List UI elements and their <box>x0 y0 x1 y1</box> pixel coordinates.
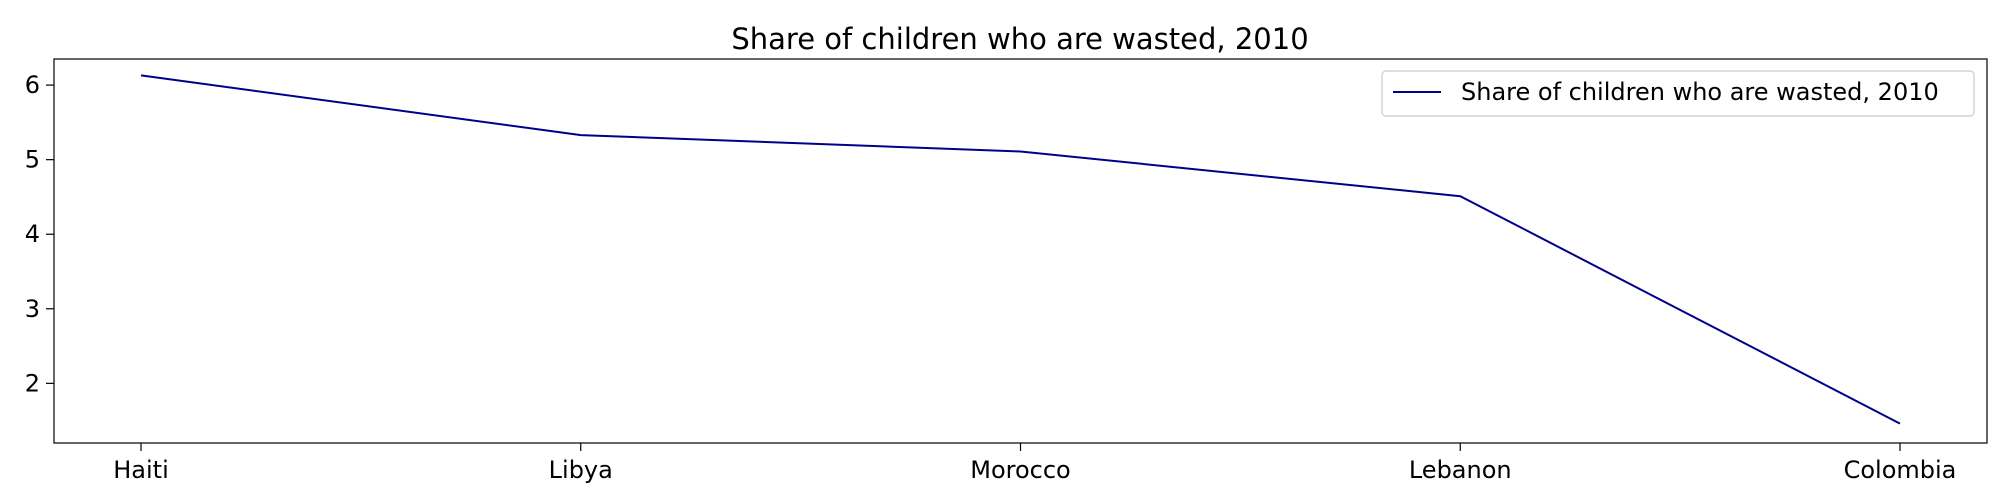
y-tick-label: 5 <box>25 146 40 174</box>
x-tick-label: Morocco <box>970 456 1071 484</box>
y-tick-label: 2 <box>25 369 40 397</box>
legend-label-series-0: Share of children who are wasted, 2010 <box>1461 78 1939 106</box>
x-tick-label: Lebanon <box>1409 456 1512 484</box>
x-tick-label: Libya <box>549 456 613 484</box>
series-layer <box>140 74 1901 425</box>
legend: Share of children who are wasted, 2010 <box>1381 70 1975 117</box>
y-tick-label: 4 <box>25 220 40 248</box>
x-tick-label: Haiti <box>113 456 169 484</box>
legend-box <box>1381 70 1975 117</box>
y-tick-label: 3 <box>25 295 40 323</box>
y-axis: 2 3 4 5 6 <box>25 71 54 397</box>
series-line-0 <box>140 74 1901 425</box>
chart-title: Share of children who are wasted, 2010 <box>731 22 1308 56</box>
x-axis: Haiti Libya Morocco Lebanon Colombia <box>113 443 1956 484</box>
x-tick-label: Colombia <box>1844 456 1957 484</box>
y-tick-label: 6 <box>25 71 40 99</box>
